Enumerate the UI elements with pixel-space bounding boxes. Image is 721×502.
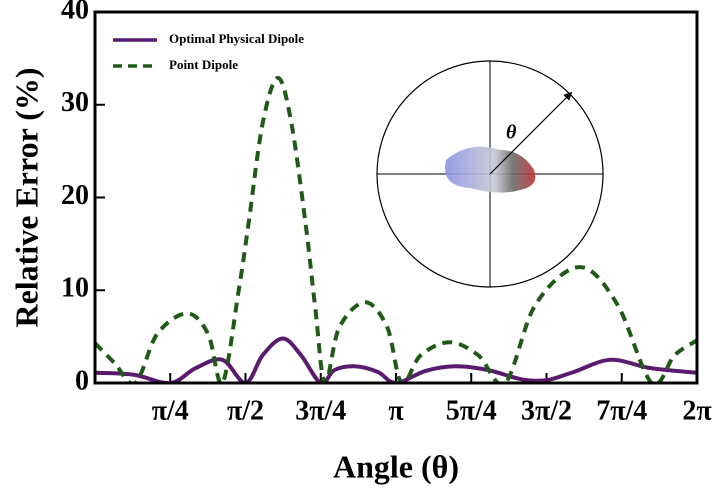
y-tick-label: 0: [75, 365, 89, 396]
inset-label: θ: [506, 122, 517, 144]
x-tick-label: 7π/4: [596, 395, 647, 426]
x-tick-label: 2π: [682, 395, 712, 426]
y-axis-label: Relative Error (%): [8, 67, 44, 327]
y-tick-label: 40: [61, 0, 89, 25]
inset-arrow: [489, 91, 573, 175]
plot-frame: [93, 10, 699, 385]
y-tick-label: 30: [61, 87, 89, 118]
y-tick-label: 20: [61, 180, 89, 211]
legend-label: Point Dipole: [169, 57, 238, 72]
molecule: [445, 146, 536, 193]
legend-label: Optimal Physical Dipole: [169, 31, 304, 46]
x-tick-label: π: [388, 395, 404, 426]
x-tick-label: π/4: [152, 395, 189, 426]
x-tick-label: 3π/2: [521, 395, 572, 426]
inset-diagram: θ: [376, 60, 604, 288]
x-tick-label: 5π/4: [446, 395, 497, 426]
data-line: [95, 75, 697, 383]
x-axis-label: Angle (θ): [333, 448, 459, 484]
x-tick-label: 3π/4: [295, 395, 346, 426]
x-tick-label: π/2: [227, 395, 264, 426]
y-tick-label: 10: [61, 273, 89, 304]
